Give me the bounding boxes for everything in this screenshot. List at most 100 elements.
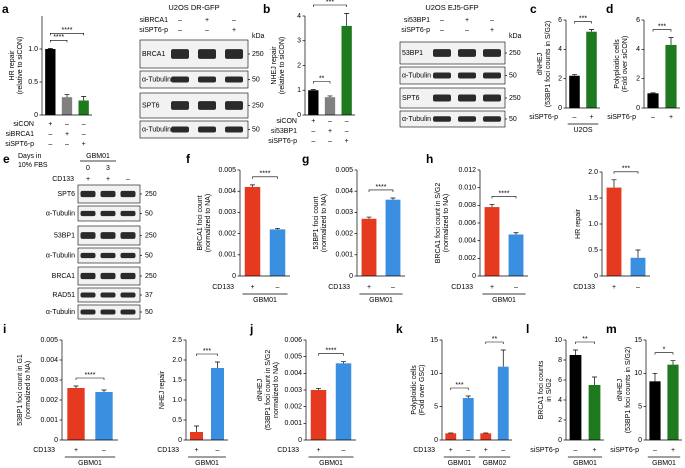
bar (385, 199, 401, 276)
blot-band (120, 252, 136, 259)
blot-band (80, 190, 96, 198)
y-tick-label: 2.0 (588, 169, 598, 176)
bar (667, 364, 679, 440)
blot-band (225, 101, 243, 110)
y-tick-label: 10 (430, 370, 438, 377)
condition-mark: – (391, 284, 395, 291)
error-bar (81, 96, 87, 101)
condition-label: si53BP1 (404, 17, 430, 24)
y-tick-label: 0.002 (218, 230, 236, 237)
y-axis-label: 53BP1 foci count (313, 196, 320, 249)
y-axis-label: BRCA1 foci counts (538, 360, 545, 419)
kda-marker: 250 (509, 95, 521, 102)
significance-label: *** (326, 0, 334, 6)
y-tick-label: 2 (558, 417, 562, 424)
condition-mark: – (82, 131, 86, 138)
y-tick-label: 0 (178, 437, 182, 444)
panel-letter: m (606, 322, 617, 336)
condition-mark: + (345, 138, 349, 145)
condition-label: CD133 (277, 447, 299, 454)
condition-label: siCON (276, 118, 297, 125)
y-axis-label: (53BP1 foci count in S/G2 (265, 350, 272, 431)
y-tick-label: 0.005 (40, 337, 58, 344)
condition-mark: – (65, 121, 69, 128)
blot-band (171, 49, 189, 59)
blot-band (483, 49, 501, 57)
y-axis-label: (relative to siCON) (279, 37, 286, 95)
error-bar (652, 372, 658, 382)
band-label: α-Tubulin (46, 252, 75, 259)
y-tick-label: 1.5 (172, 377, 182, 384)
kda-marker: 50 (252, 126, 260, 133)
y-tick-label: 0 (638, 437, 642, 444)
y-tick-label: 0.006 (458, 220, 476, 227)
band-label: α-Tubulin (46, 309, 75, 316)
y-tick-label: 0.004 (218, 188, 236, 195)
band-label: α-Tubulin (402, 116, 431, 123)
y-tick-label: 1.0 (172, 397, 182, 404)
condition-label: siSPT6-p (401, 27, 430, 34)
significance-label: ** (582, 336, 588, 343)
band-label: SPT6 (57, 191, 75, 198)
bar (244, 186, 261, 276)
condition-mark: + (74, 447, 78, 454)
y-tick-label: 2 (558, 76, 562, 83)
condition-mark: – (636, 284, 640, 291)
bar (630, 257, 646, 276)
blot-band (80, 232, 96, 239)
panel-letter: j (249, 322, 253, 336)
significance-label: *** (658, 23, 666, 30)
condition-mark: + (106, 176, 110, 183)
blot-band (198, 101, 216, 110)
condition-mark: – (573, 114, 577, 121)
kda-marker: 250 (145, 273, 157, 280)
band-label: SPT6 (142, 102, 160, 109)
condition-label: siSPT6-p (139, 27, 168, 34)
y-tick-label: 0 (594, 273, 598, 280)
significance-label: *** (579, 15, 587, 22)
y-tick-label: 8 (558, 357, 562, 364)
condition-mark: – (126, 176, 130, 183)
group-label: GBM01 (492, 297, 516, 304)
blot-band (100, 272, 116, 280)
error-bar (250, 184, 255, 187)
condition-mark: – (501, 447, 505, 454)
significance-label: **** (499, 190, 510, 197)
blot-band (100, 309, 116, 315)
band-label: α-Tubulin (142, 76, 171, 83)
y-tick-label: 2 (636, 76, 640, 83)
significance-bracket (652, 29, 672, 32)
kda-unit: kDa (252, 33, 265, 40)
y-tick-label: 0.012 (458, 167, 476, 174)
condition-mark: + (490, 27, 494, 34)
condition-mark: – (574, 447, 578, 454)
condition-mark: + (311, 118, 315, 125)
condition-label: si53BP1 (271, 128, 297, 135)
condition-mark: – (205, 27, 209, 34)
kda-marker: 50 (145, 210, 153, 217)
blot-band (433, 94, 451, 102)
y-tick-label: 2 (297, 62, 301, 69)
condition-mark: + (592, 447, 596, 454)
condition-mark: + (205, 17, 209, 24)
band-label: α-Tubulin (142, 126, 171, 133)
y-axis-label: dNHEJ (537, 53, 544, 75)
condition-mark: + (82, 141, 86, 148)
bar (497, 366, 509, 440)
y-tick-label: 2.5 (172, 337, 182, 344)
condition-label: siCON (13, 121, 34, 128)
condition-mark: – (514, 284, 518, 291)
condition-mark: – (440, 27, 444, 34)
kda-marker: 50 (509, 116, 517, 123)
y-tick-label: 0 (349, 273, 353, 280)
condition-mark: – (651, 114, 655, 121)
kda-marker: 250 (252, 51, 264, 58)
error-bar (73, 385, 79, 388)
y-tick-label: 0.006 (284, 337, 302, 344)
significance-label: *** (622, 166, 630, 173)
condition-mark: – (311, 138, 315, 145)
condition-label: CD133 (328, 284, 350, 291)
y-axis-label: (relative to siCON) (17, 37, 24, 95)
bar (310, 390, 327, 440)
condition-mark: – (102, 447, 106, 454)
